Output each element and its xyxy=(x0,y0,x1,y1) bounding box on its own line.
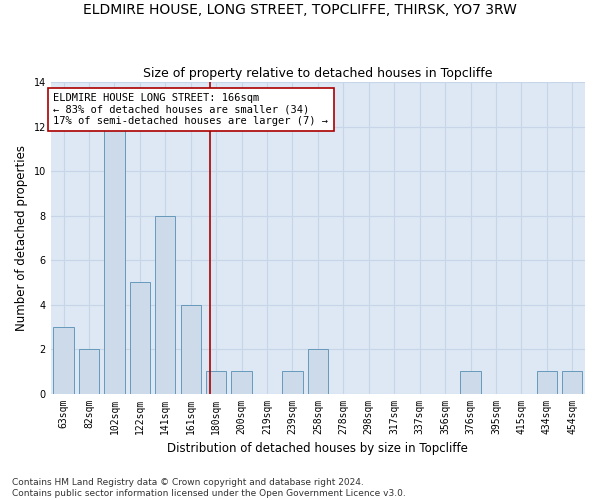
Bar xyxy=(460,372,481,394)
Title: Size of property relative to detached houses in Topcliffe: Size of property relative to detached ho… xyxy=(143,66,493,80)
Bar xyxy=(232,372,252,394)
Bar xyxy=(79,349,99,394)
Bar xyxy=(206,372,226,394)
Bar xyxy=(130,282,150,394)
Y-axis label: Number of detached properties: Number of detached properties xyxy=(15,145,28,331)
Bar xyxy=(308,349,328,394)
Bar xyxy=(155,216,175,394)
Text: ELDMIRE HOUSE LONG STREET: 166sqm
← 83% of detached houses are smaller (34)
17% : ELDMIRE HOUSE LONG STREET: 166sqm ← 83% … xyxy=(53,93,328,126)
Text: ELDMIRE HOUSE, LONG STREET, TOPCLIFFE, THIRSK, YO7 3RW: ELDMIRE HOUSE, LONG STREET, TOPCLIFFE, T… xyxy=(83,2,517,16)
Bar xyxy=(562,372,583,394)
Bar xyxy=(53,327,74,394)
Bar xyxy=(282,372,302,394)
Bar xyxy=(104,126,125,394)
Text: Contains HM Land Registry data © Crown copyright and database right 2024.
Contai: Contains HM Land Registry data © Crown c… xyxy=(12,478,406,498)
Bar xyxy=(536,372,557,394)
X-axis label: Distribution of detached houses by size in Topcliffe: Distribution of detached houses by size … xyxy=(167,442,469,455)
Bar xyxy=(181,304,201,394)
